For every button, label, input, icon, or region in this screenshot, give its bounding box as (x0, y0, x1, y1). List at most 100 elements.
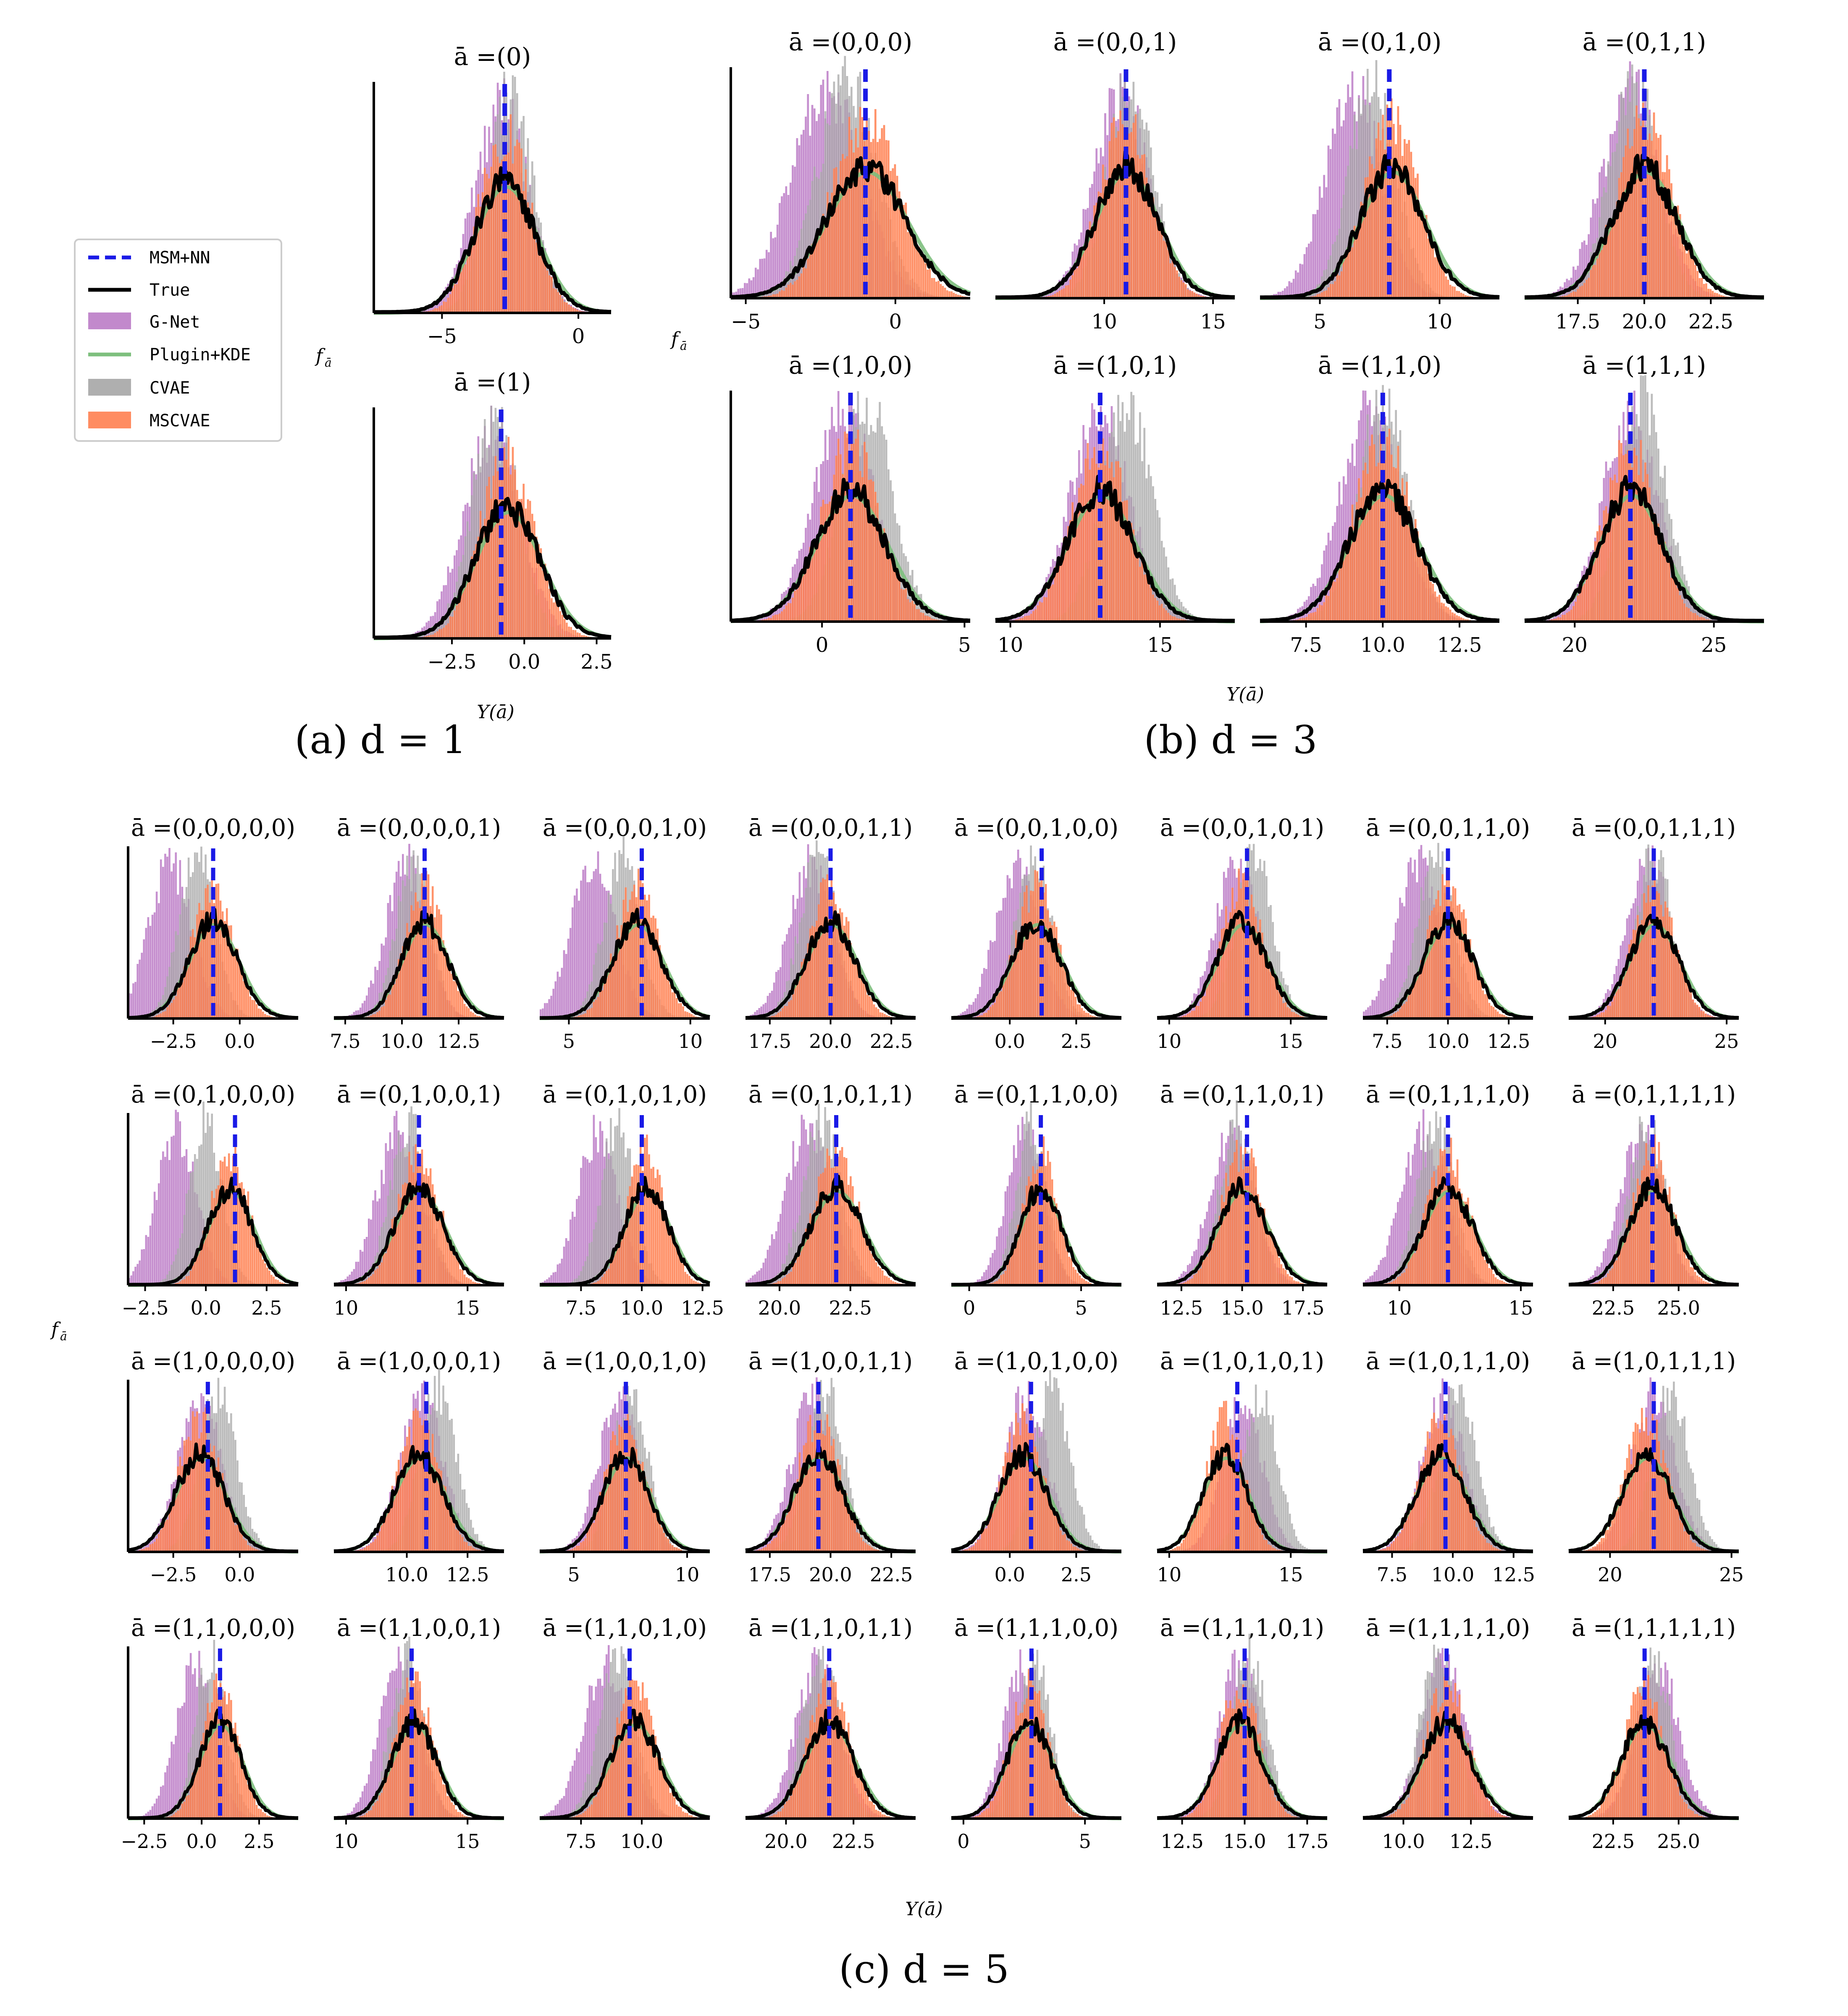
hist-bar-cvae (794, 936, 796, 1018)
hist-bar-cvae (764, 1016, 767, 1018)
hist-bar-mscvae (856, 961, 858, 1018)
hist-bar-mscvae (428, 635, 430, 638)
hist-bar-mscvae (656, 1169, 659, 1285)
hist-bar-cvae (1688, 586, 1690, 622)
hist-bar-mscvae (260, 1251, 262, 1285)
hist-bar-mscvae (1701, 617, 1703, 622)
hist-bar-mscvae (1089, 221, 1091, 298)
hist-bar-gnet (1288, 281, 1291, 298)
hist-bar-mscvae (1214, 965, 1217, 1018)
panel-title: ā =(1,0,0) (789, 351, 912, 380)
hist-bar-mscvae (1047, 910, 1049, 1018)
panel-c-1-3: ā =(0,1,0,1,1)20.0 22.5 (745, 1081, 916, 1319)
hist-bar-mscvae (1575, 601, 1577, 622)
hist-bar-gnet (1397, 918, 1399, 1018)
hist-bar-mscvae (484, 168, 486, 313)
hist-bar-cvae (1390, 1009, 1393, 1018)
hist-bar-mscvae (1664, 172, 1666, 298)
hist-bar-mscvae (436, 1206, 438, 1285)
hist-bar-mscvae (520, 499, 522, 638)
hist-bar-mscvae (223, 921, 226, 1018)
legend-entry-cvae: CVAE (88, 378, 190, 398)
hist-bar-mscvae (179, 985, 181, 1018)
hist-bar-mscvae (873, 1004, 875, 1018)
hist-bar-mscvae (1640, 440, 1642, 622)
line-true (951, 1184, 1122, 1286)
hist-bar-cvae (441, 618, 443, 638)
hist-bar-mscvae (633, 1165, 635, 1285)
hist-bar-mscvae (869, 996, 871, 1018)
hist-bar-mscvae (1119, 110, 1122, 298)
hist-bar-mscvae (1377, 122, 1380, 298)
hist-bar-mscvae (1369, 446, 1371, 622)
hist-bar-mscvae (1087, 1013, 1089, 1018)
hist-bar-mscvae (1690, 612, 1692, 622)
hist-bar-mscvae (608, 967, 610, 1018)
hist-bar-mscvae (866, 995, 869, 1018)
line-true (745, 910, 916, 1019)
hist-bar-cvae (780, 1271, 782, 1285)
hist-bar-gnet (764, 1003, 767, 1018)
hist-bar-mscvae (168, 1005, 171, 1018)
hist-bar-mscvae (957, 294, 959, 298)
hist-bar-mscvae (998, 992, 1000, 1018)
hist-bar-mscvae (410, 905, 412, 1018)
hist-bar-mscvae (1664, 901, 1667, 1018)
hist-bar-mscvae (776, 294, 779, 298)
hist-bar-mscvae (488, 477, 490, 638)
hist-bar-mscvae (686, 1012, 688, 1018)
hist-bar-cvae (766, 1015, 769, 1018)
hist-bar-mscvae (1013, 1243, 1015, 1285)
hist-bar-mscvae (1666, 556, 1668, 622)
hist-bar-mscvae (608, 1269, 610, 1285)
hist-bar-mscvae (833, 475, 835, 622)
ylabel-b: f ā (670, 328, 687, 353)
hist-bar-gnet (1197, 988, 1200, 1018)
hist-bar-cvae (370, 1266, 372, 1285)
hist-bar-mscvae (776, 614, 779, 622)
hist-bar-mscvae (1026, 885, 1028, 1018)
hist-bar-gnet (770, 231, 772, 298)
hist-bar-mscvae (277, 1280, 279, 1285)
hist-mscvae (1178, 868, 1306, 1018)
hist-bar-mscvae (1555, 618, 1557, 622)
hist-bar-mscvae (682, 1006, 684, 1018)
hist-gnet (1034, 71, 1209, 299)
hist-bar-mscvae (1651, 512, 1653, 622)
hist-bar-mscvae (794, 591, 796, 622)
hist-bar-gnet (586, 882, 588, 1018)
hist-bar-mscvae (1128, 530, 1130, 622)
hist-bar-mscvae (1066, 973, 1068, 1018)
hist-bar-mscvae (1069, 279, 1071, 298)
hist-bar-mscvae (408, 932, 410, 1018)
hist-bar-mscvae (503, 447, 505, 638)
hist-bar-mscvae (1336, 578, 1339, 622)
hist-bar-mscvae (869, 1250, 871, 1285)
hist-bar-mscvae (1428, 915, 1431, 1018)
hist-bar-mscvae (924, 263, 927, 298)
hist-bar-mscvae (1609, 1006, 1611, 1018)
hist-bar-gnet (430, 307, 432, 313)
hist-bar-mscvae (1160, 223, 1163, 298)
hist-bar-mscvae (469, 253, 471, 313)
hist-bar-mscvae (1447, 607, 1449, 622)
hist-bar-gnet (789, 182, 792, 298)
hist-bar-gnet (552, 989, 554, 1018)
hist-bar-mscvae (226, 908, 228, 1018)
hist-bar-mscvae (359, 1282, 362, 1285)
hist-bar-mscvae (855, 438, 857, 622)
hist-bar-mscvae (1087, 231, 1089, 298)
hist-bar-mscvae (494, 144, 497, 313)
hist-bar-mscvae (527, 499, 529, 638)
hist-bar-mscvae (1401, 1005, 1403, 1018)
hist-bar-mscvae (1076, 1004, 1079, 1018)
panel-c-0-0: ā =(0,0,0,0,0)−2.5 0.0 (127, 814, 299, 1053)
hist-bar-cvae (1160, 541, 1163, 622)
hist-bar-gnet (561, 968, 563, 1018)
hist-bar-gnet (1321, 197, 1323, 298)
hist-bar-gnet (1373, 1000, 1376, 1018)
hist-bar-mscvae (656, 929, 659, 1018)
hist-bar-mscvae (905, 588, 907, 622)
hist-bar-mscvae (678, 1003, 680, 1018)
hist-bar-mscvae (1318, 604, 1321, 622)
